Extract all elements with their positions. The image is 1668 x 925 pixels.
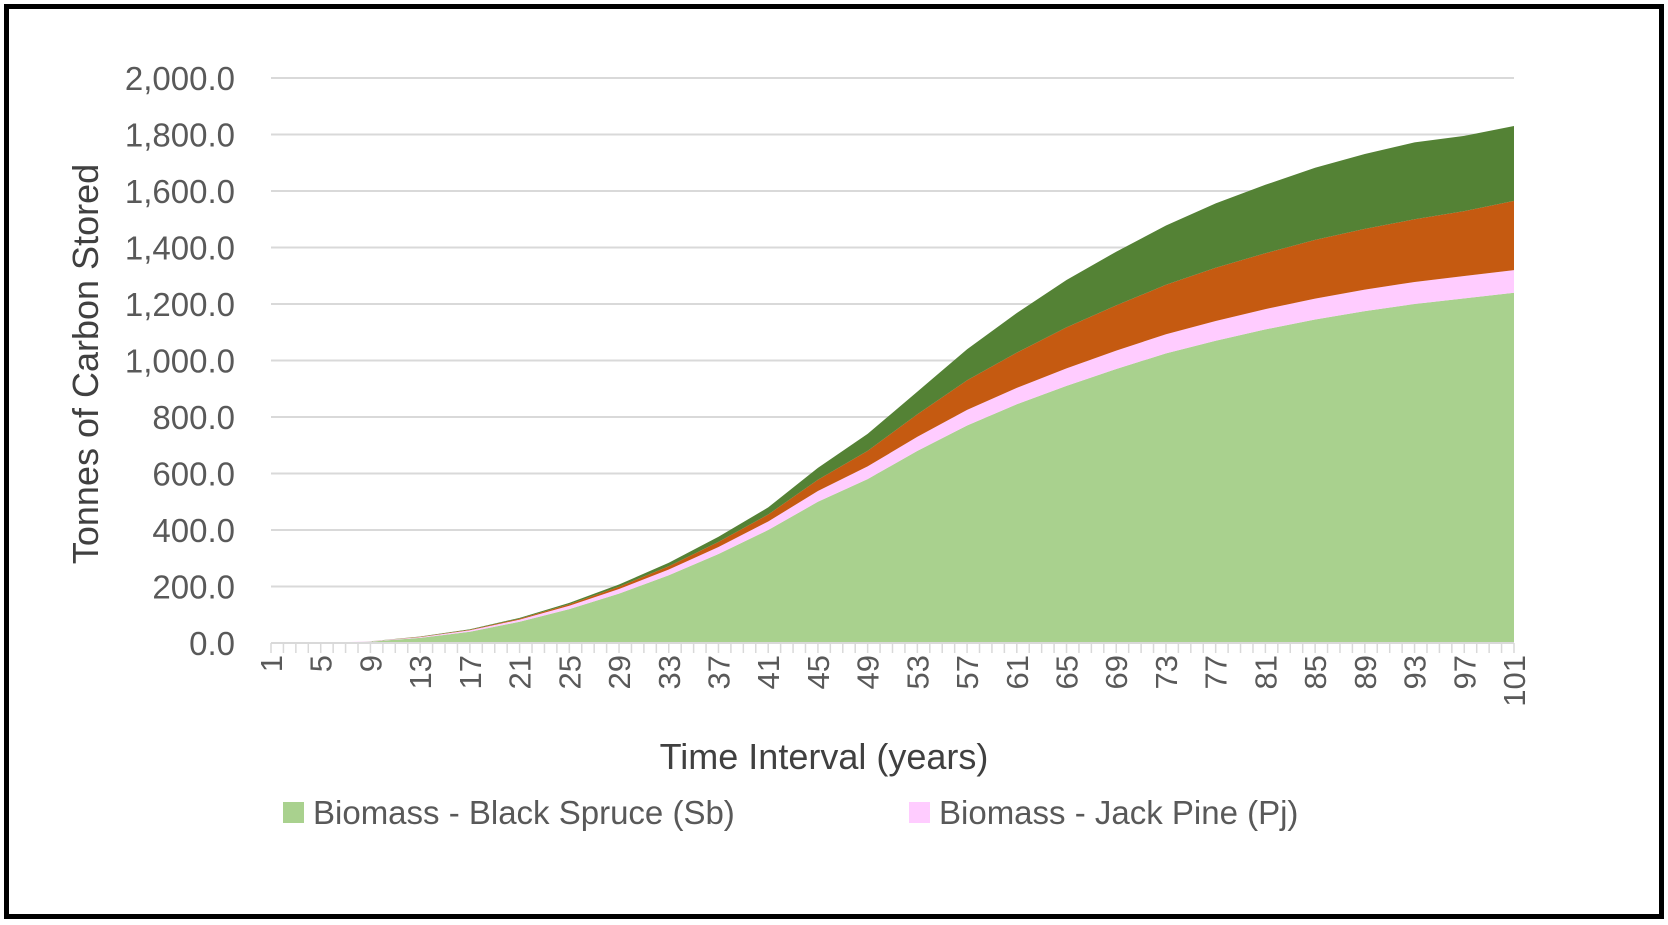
chart-area: 0.0 200.0 400.0 600.0 800.0 1,000.0 1,200.0 1,4…: [65, 60, 1532, 831]
y-tick-label: 1,800.0: [125, 117, 235, 154]
chart-frame: 0.0 200.0 400.0 600.0 800.0 1,000.0 1,200.0 1,4…: [4, 4, 1664, 919]
x-tick-label: 61: [1000, 655, 1035, 689]
x-tick-label: 81: [1248, 655, 1283, 689]
y-tick-label: 1,400.0: [125, 230, 235, 267]
x-tick-label: 5: [304, 655, 339, 672]
legend-label: Biomass - Jack Pine (Pj): [939, 794, 1298, 831]
area-series-3: [271, 200, 1514, 643]
legend-swatch: [283, 802, 304, 823]
stacked-areas: [271, 126, 1514, 643]
area-series-1: [271, 292, 1514, 643]
x-tick-label: 77: [1199, 655, 1234, 689]
x-tick-label: 33: [652, 655, 687, 689]
y-tick-label: 1,200.0: [125, 286, 235, 323]
y-tick-label: 2,000.0: [125, 60, 235, 97]
x-tick-label: 45: [801, 655, 836, 689]
x-tick-label: 53: [900, 655, 935, 689]
x-tick-label: 69: [1099, 655, 1134, 689]
y-tick-labels: 0.0 200.0 400.0 600.0 800.0 1,000.0 1,200.0 1,4…: [125, 60, 235, 662]
axes: [270, 642, 1515, 653]
y-tick-label: 600.0: [152, 456, 235, 493]
x-tick-label: 85: [1298, 655, 1333, 689]
x-tick-label: 57: [950, 655, 985, 689]
legend-label: Biomass - Black Spruce (Sb): [313, 794, 735, 831]
x-tick-label: 73: [1149, 655, 1184, 689]
y-tick-label: 0.0: [189, 625, 235, 662]
x-tick-label: 65: [1050, 655, 1085, 689]
x-tick-label: 29: [602, 655, 637, 689]
x-tick-label: 97: [1447, 655, 1482, 689]
x-tick-label: 1: [254, 655, 289, 672]
x-tick-label: 9: [353, 655, 388, 672]
x-tick-label: 41: [751, 655, 786, 689]
x-tick-label: 21: [503, 655, 538, 689]
x-tick-label: 13: [403, 655, 438, 689]
x-tick-label: 89: [1348, 655, 1383, 689]
x-tick-label: 17: [453, 655, 488, 689]
x-axis-title: Time Interval (years): [660, 736, 989, 777]
x-tick-labels: 1 5 9 13 17 21 25 29 33 37 41 45 49 53 57 61 65 69 73 77 81 8…: [254, 655, 1532, 707]
x-tick-label: 37: [701, 655, 736, 689]
area-series-2: [271, 270, 1514, 643]
x-tick-label: 25: [552, 655, 587, 689]
x-tick-label: 101: [1497, 655, 1532, 707]
y-tick-label: 1,000.0: [125, 343, 235, 380]
legend: Biomass - Black Spruce (Sb) Biomass - Jac…: [283, 794, 1298, 831]
x-tick-label: 93: [1398, 655, 1433, 689]
x-tick-label: 49: [851, 655, 886, 689]
legend-swatch: [909, 802, 930, 823]
y-tick-label: 800.0: [152, 399, 235, 436]
y-tick-label: 200.0: [152, 569, 235, 606]
y-axis-title: Tonnes of Carbon Stored: [65, 164, 106, 564]
gridlines: [271, 77, 1514, 588]
y-tick-label: 400.0: [152, 512, 235, 549]
y-tick-label: 1,600.0: [125, 173, 235, 210]
area-series-4: [271, 126, 1514, 643]
